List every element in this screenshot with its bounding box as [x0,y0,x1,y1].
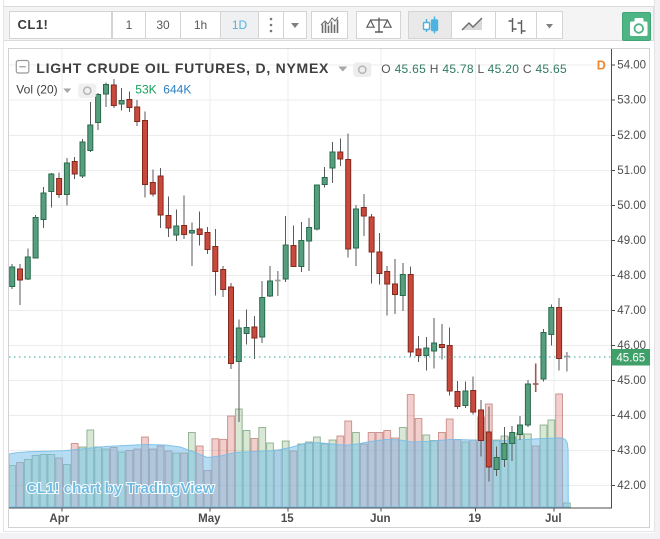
svg-text:51.00: 51.00 [617,165,646,177]
svg-text:O 45.65 H 45.78 L 45.20 C 45.6: O 45.65 H 45.78 L 45.20 C 45.65 [381,62,567,76]
svg-text:45.00: 45.00 [617,375,646,387]
svg-text:19: 19 [468,513,481,525]
svg-text:CL1! chart by TradingView: CL1! chart by TradingView [26,480,214,497]
svg-text:45.65: 45.65 [616,353,645,365]
svg-text:May: May [198,513,221,525]
svg-text:LIGHT CRUDE OIL FUTURES, D, NY: LIGHT CRUDE OIL FUTURES, D, NYMEX [36,60,329,76]
svg-text:42.00: 42.00 [617,480,646,492]
svg-text:47.00: 47.00 [617,305,646,317]
svg-text:Jun: Jun [370,513,390,525]
svg-text:53.00: 53.00 [617,95,646,107]
svg-text:48.00: 48.00 [617,270,646,282]
svg-text:D: D [596,59,605,73]
svg-text:15: 15 [281,513,294,525]
svg-text:Jul: Jul [545,513,562,525]
svg-text:644K: 644K [163,83,191,97]
svg-text:53K: 53K [135,83,156,97]
svg-text:54.00: 54.00 [617,60,646,72]
svg-text:49.00: 49.00 [617,235,646,247]
svg-text:52.00: 52.00 [617,130,646,142]
svg-text:44.00: 44.00 [617,410,646,422]
svg-text:Vol (20): Vol (20) [16,83,57,97]
svg-text:Apr: Apr [49,513,69,525]
svg-text:43.00: 43.00 [617,445,646,457]
svg-text:50.00: 50.00 [617,200,646,212]
